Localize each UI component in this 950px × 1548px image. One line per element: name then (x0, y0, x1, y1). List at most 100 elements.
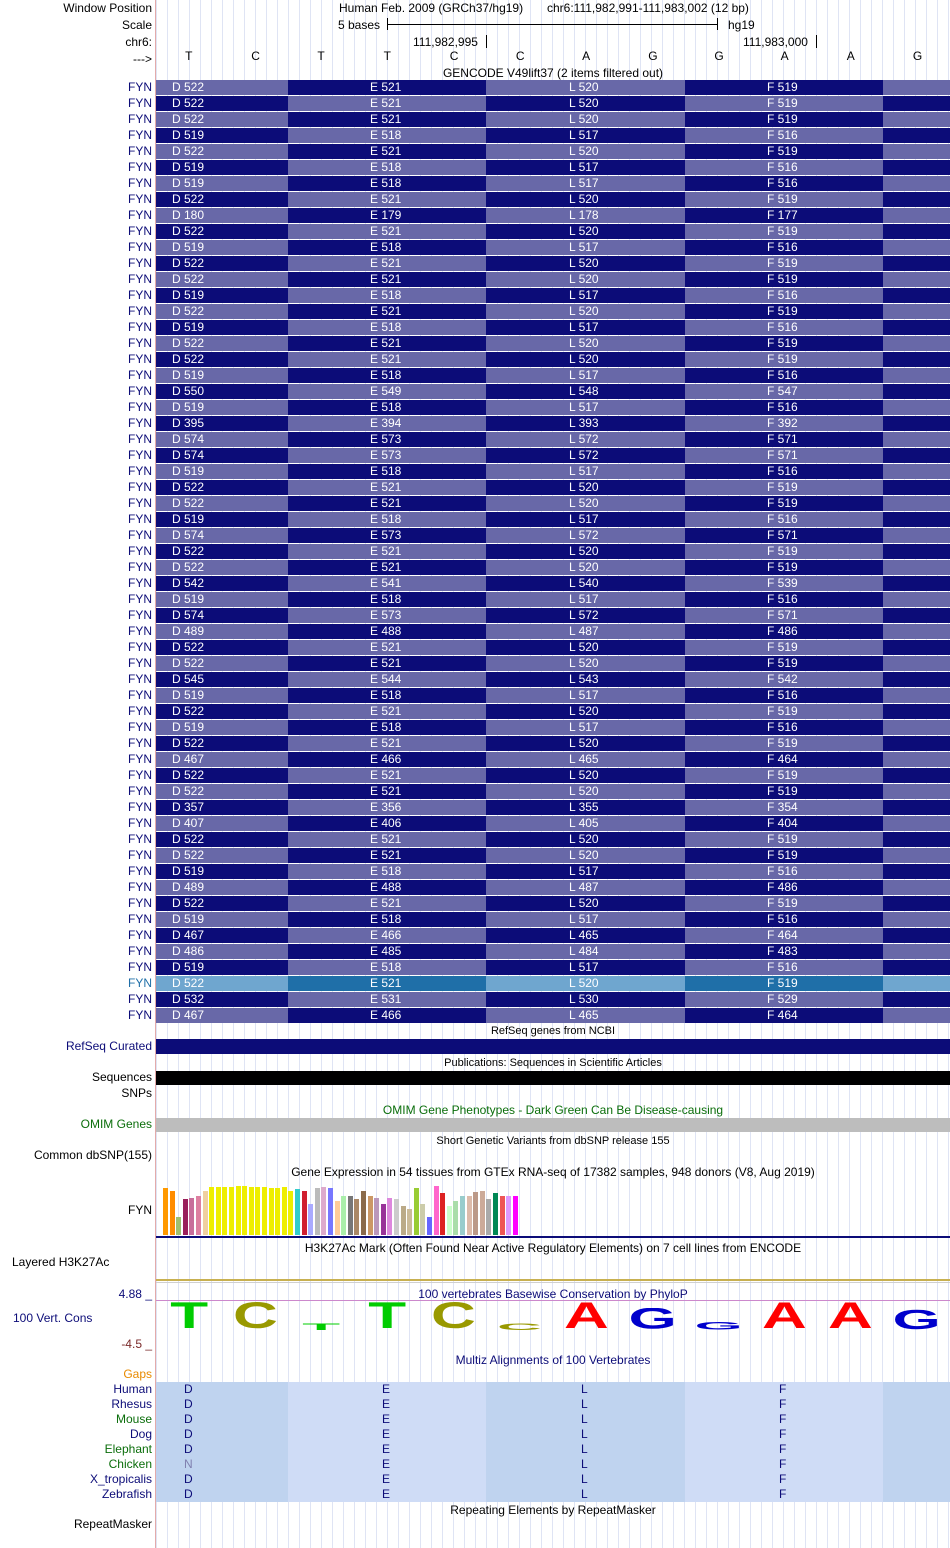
gencode-row-label[interactable]: FYN (128, 672, 152, 686)
species-label[interactable]: Mouse (115, 1412, 152, 1426)
gencode-transcript-row[interactable]: D 489 E 488 L 487 F 486 (156, 880, 950, 896)
gtex-tissue-bar[interactable] (215, 1187, 221, 1235)
species-label[interactable]: Chicken (108, 1457, 152, 1471)
gencode-row-label[interactable]: FYN (128, 240, 152, 254)
gencode-transcript-row[interactable]: D 522 E 521 L 520 F 519 (156, 976, 950, 992)
gtex-tissue-bar[interactable] (288, 1191, 294, 1235)
gencode-row-label[interactable]: FYN (128, 496, 152, 510)
gencode-transcript-row[interactable]: D 519 E 518 L 517 F 516 (156, 288, 950, 304)
gencode-transcript-row[interactable]: D 522 E 521 L 520 F 519 (156, 336, 950, 352)
gencode-transcript-row[interactable]: D 519 E 518 L 517 F 516 (156, 128, 950, 144)
gtex-tissue-bar[interactable] (479, 1191, 485, 1235)
gencode-transcript-row[interactable]: D 519 E 518 L 517 F 516 (156, 688, 950, 704)
gencode-transcript-row[interactable]: D 407 E 406 L 405 F 404 (156, 816, 950, 832)
gencode-row-label[interactable]: FYN (128, 512, 152, 526)
gencode-transcript-row[interactable]: D 522 E 521 L 520 F 519 (156, 192, 950, 208)
species-label[interactable]: Human (113, 1382, 152, 1396)
gencode-transcript-row[interactable]: D 519 E 518 L 517 F 516 (156, 512, 950, 528)
pubs-sequence-feature[interactable] (156, 1071, 950, 1085)
gtex-tissue-bar[interactable] (255, 1187, 261, 1235)
gencode-row-label[interactable]: FYN (128, 832, 152, 846)
gencode-transcript-row[interactable]: D 522 E 521 L 520 F 519 (156, 80, 950, 96)
gencode-transcript-row[interactable]: D 486 E 485 L 484 F 483 (156, 944, 950, 960)
h3k27ac-track-title[interactable]: H3K27Ac Mark (Often Found Near Active Re… (304, 1241, 802, 1255)
gencode-transcript-row[interactable]: D 532 E 531 L 530 F 529 (156, 992, 950, 1008)
gencode-transcript-row[interactable]: D 519 E 518 L 517 F 516 (156, 720, 950, 736)
gencode-row-label[interactable]: FYN (128, 256, 152, 270)
gencode-transcript-row[interactable]: D 522 E 521 L 520 F 519 (156, 832, 950, 848)
gencode-transcript-row[interactable]: D 519 E 518 L 517 F 516 (156, 176, 950, 192)
rmsk-track-label[interactable]: RepeatMasker (73, 1517, 152, 1531)
refseq-feature[interactable] (156, 1039, 950, 1054)
species-label[interactable]: Elephant (104, 1442, 152, 1456)
gencode-transcript-row[interactable]: D 522 E 521 L 520 F 519 (156, 768, 950, 784)
gtex-tissue-bar[interactable] (229, 1187, 234, 1235)
species-label[interactable]: Rhesus (111, 1397, 152, 1411)
gencode-transcript-row[interactable]: D 522 E 521 L 520 F 519 (156, 896, 950, 912)
gtex-tissue-bar[interactable] (328, 1188, 333, 1235)
gencode-row-label[interactable]: FYN (128, 800, 152, 814)
pubs-track-title[interactable]: Publications: Sequences in Scientific Ar… (444, 1057, 662, 1069)
gencode-transcript-row[interactable]: D 467 E 466 L 465 F 464 (156, 752, 950, 768)
multiz-track-title[interactable]: Multiz Alignments of 100 Vertebrates (455, 1353, 651, 1367)
gtex-tissue-bar[interactable] (169, 1191, 175, 1235)
gencode-transcript-row[interactable]: D 522 E 521 L 520 F 519 (156, 784, 950, 800)
gtex-tissue-bar[interactable] (163, 1188, 168, 1235)
gencode-row-label[interactable]: FYN (128, 736, 152, 750)
gencode-transcript-row[interactable]: D 180 E 179 L 178 F 177 (156, 208, 950, 224)
gencode-row-label[interactable]: FYN (128, 784, 152, 798)
gencode-row-label[interactable]: FYN (128, 608, 152, 622)
gencode-row-label[interactable]: FYN (128, 128, 152, 142)
gencode-row-label[interactable]: FYN (128, 768, 152, 782)
gencode-transcript-row[interactable]: D 467 E 466 L 465 F 464 (156, 928, 950, 944)
gencode-transcript-row[interactable]: D 522 E 521 L 520 F 519 (156, 112, 950, 128)
gencode-transcript-row[interactable]: D 574 E 573 L 572 F 571 (156, 608, 950, 624)
gencode-row-label[interactable]: FYN (128, 592, 152, 606)
gencode-row-label[interactable]: FYN (128, 320, 152, 334)
gencode-transcript-row[interactable]: D 357 E 356 L 355 F 354 (156, 800, 950, 816)
gencode-row-label[interactable]: FYN (128, 928, 152, 942)
refseq-track-title[interactable]: RefSeq genes from NCBI (490, 1025, 616, 1037)
gencode-row-label[interactable]: FYN (128, 976, 152, 990)
gtex-tissue-bar[interactable] (354, 1199, 360, 1235)
omim-feature[interactable] (156, 1118, 950, 1132)
gencode-row-label[interactable]: FYN (128, 624, 152, 638)
gencode-row-label[interactable]: FYN (128, 416, 152, 430)
gtex-tissue-bar[interactable] (209, 1187, 215, 1235)
gtex-tissue-bar[interactable] (460, 1196, 465, 1235)
gencode-transcript-row[interactable]: D 522 E 521 L 520 F 519 (156, 304, 950, 320)
gencode-row-label[interactable]: FYN (128, 352, 152, 366)
gencode-row-label[interactable]: FYN (128, 432, 152, 446)
gtex-tissue-bar[interactable] (182, 1199, 188, 1235)
gencode-row-label[interactable]: FYN (128, 912, 152, 926)
gtex-tissue-bar[interactable] (380, 1204, 386, 1235)
gtex-tissue-bar[interactable] (202, 1191, 208, 1235)
gencode-transcript-row[interactable]: D 522 E 521 L 520 F 519 (156, 256, 950, 272)
gencode-transcript-row[interactable]: D 522 E 521 L 520 F 519 (156, 144, 950, 160)
gencode-transcript-row[interactable]: D 519 E 518 L 517 F 516 (156, 592, 950, 608)
gencode-transcript-row[interactable]: D 522 E 521 L 520 F 519 (156, 480, 950, 496)
gencode-transcript-row[interactable]: D 522 E 521 L 520 F 519 (156, 640, 950, 656)
gencode-row-label[interactable]: FYN (128, 272, 152, 286)
gencode-row-label[interactable]: FYN (128, 544, 152, 558)
gtex-tissue-bar[interactable] (176, 1217, 182, 1235)
gencode-transcript-row[interactable]: D 467 E 466 L 465 F 464 (156, 1008, 950, 1024)
gtex-tissue-bar[interactable] (334, 1201, 340, 1235)
gencode-row-label[interactable]: FYN (128, 208, 152, 222)
rmsk-track-title[interactable]: Repeating Elements by RepeatMasker (450, 1503, 656, 1517)
gencode-transcript-row[interactable]: D 574 E 573 L 572 F 571 (156, 448, 950, 464)
gtex-tissue-bar[interactable] (321, 1187, 327, 1235)
omim-track-label[interactable]: OMIM Genes (80, 1117, 152, 1131)
refseq-track-label[interactable]: RefSeq Curated (65, 1039, 152, 1053)
gencode-transcript-row[interactable]: D 522 E 521 L 520 F 519 (156, 496, 950, 512)
gencode-transcript-row[interactable]: D 574 E 573 L 572 F 571 (156, 528, 950, 544)
cons-track-label[interactable]: 100 Vert. Cons (13, 1311, 93, 1325)
gtex-tissue-bar[interactable] (295, 1189, 300, 1235)
gencode-row-label[interactable]: FYN (128, 704, 152, 718)
gtex-tissue-bar[interactable] (189, 1198, 195, 1235)
gtex-tissue-bar[interactable] (301, 1191, 307, 1235)
gencode-row-label[interactable]: FYN (128, 688, 152, 702)
dbsnp-track-label[interactable]: Common dbSNP(155) (33, 1148, 152, 1162)
species-label[interactable]: Dog (129, 1427, 152, 1441)
gtex-tissue-bar[interactable] (466, 1196, 472, 1235)
